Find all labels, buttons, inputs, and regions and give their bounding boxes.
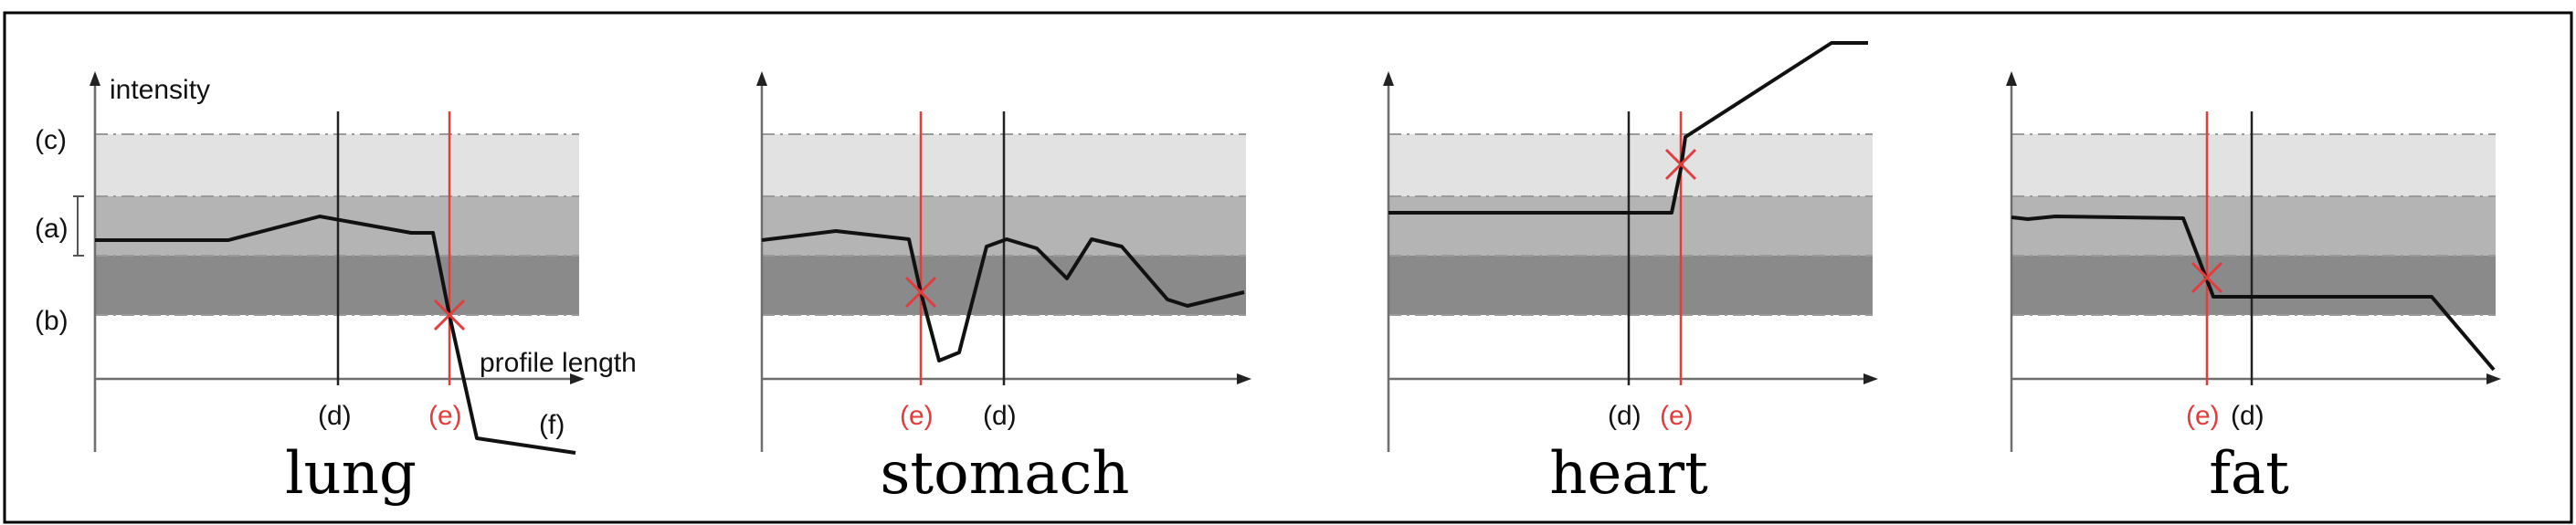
figure-frame: [3, 11, 2573, 524]
profile-length-label: profile length: [480, 348, 637, 378]
panel-fat: (e) (d) fat: [2006, 71, 2501, 508]
intersection-cross: [1664, 148, 1697, 181]
band-a: [2011, 196, 2496, 256]
y-axis-arrow: [90, 71, 100, 86]
panel-title: stomach: [881, 440, 1130, 508]
intersection-cross: [433, 299, 466, 331]
x-axis-arrow: [1237, 373, 1251, 384]
label-c: (c): [35, 125, 67, 155]
intensity-label: intensity: [110, 75, 210, 105]
y-axis-arrow: [756, 71, 767, 86]
panel-lung: intensity (c) (a) (b) profile length (d)…: [35, 71, 637, 508]
label-d: (d): [983, 401, 1017, 431]
label-e: (e): [428, 401, 462, 431]
x-axis-arrow: [2486, 373, 2501, 384]
label-f: (f): [539, 410, 565, 440]
label-b: (b): [35, 306, 69, 336]
label-e: (e): [900, 401, 934, 431]
label-e: (e): [1660, 401, 1694, 431]
intensity-profile: [95, 215, 576, 455]
band-b: [1388, 256, 1873, 315]
y-axis-arrow: [1383, 71, 1394, 86]
x-axis-arrow: [570, 373, 585, 384]
panel-title: heart: [1549, 440, 1708, 508]
intensity-profile: [1388, 41, 1868, 215]
intensity-profile: [2011, 215, 2496, 372]
label-d: (d): [2231, 401, 2265, 431]
band-b: [2011, 256, 2496, 315]
band-c: [2011, 134, 2496, 196]
intersection-cross: [2191, 261, 2223, 294]
intersection-cross: [904, 276, 937, 309]
panel-heart: (d) (e) heart: [1383, 41, 1878, 508]
panel-stomach: (e) (d) stomach: [756, 71, 1251, 508]
y-axis-arrow: [2006, 71, 2017, 86]
panel-title: fat: [2209, 440, 2289, 508]
intensity-profile: [761, 229, 1245, 362]
band-c: [1388, 134, 1873, 196]
label-e: (e): [2186, 401, 2220, 431]
panel-title: lung: [285, 440, 417, 508]
x-axis-arrow: [1863, 373, 1878, 384]
label-d: (d): [318, 401, 352, 431]
label-a: (a): [35, 214, 69, 244]
band-a: [1388, 196, 1873, 256]
label-d: (d): [1608, 401, 1642, 431]
